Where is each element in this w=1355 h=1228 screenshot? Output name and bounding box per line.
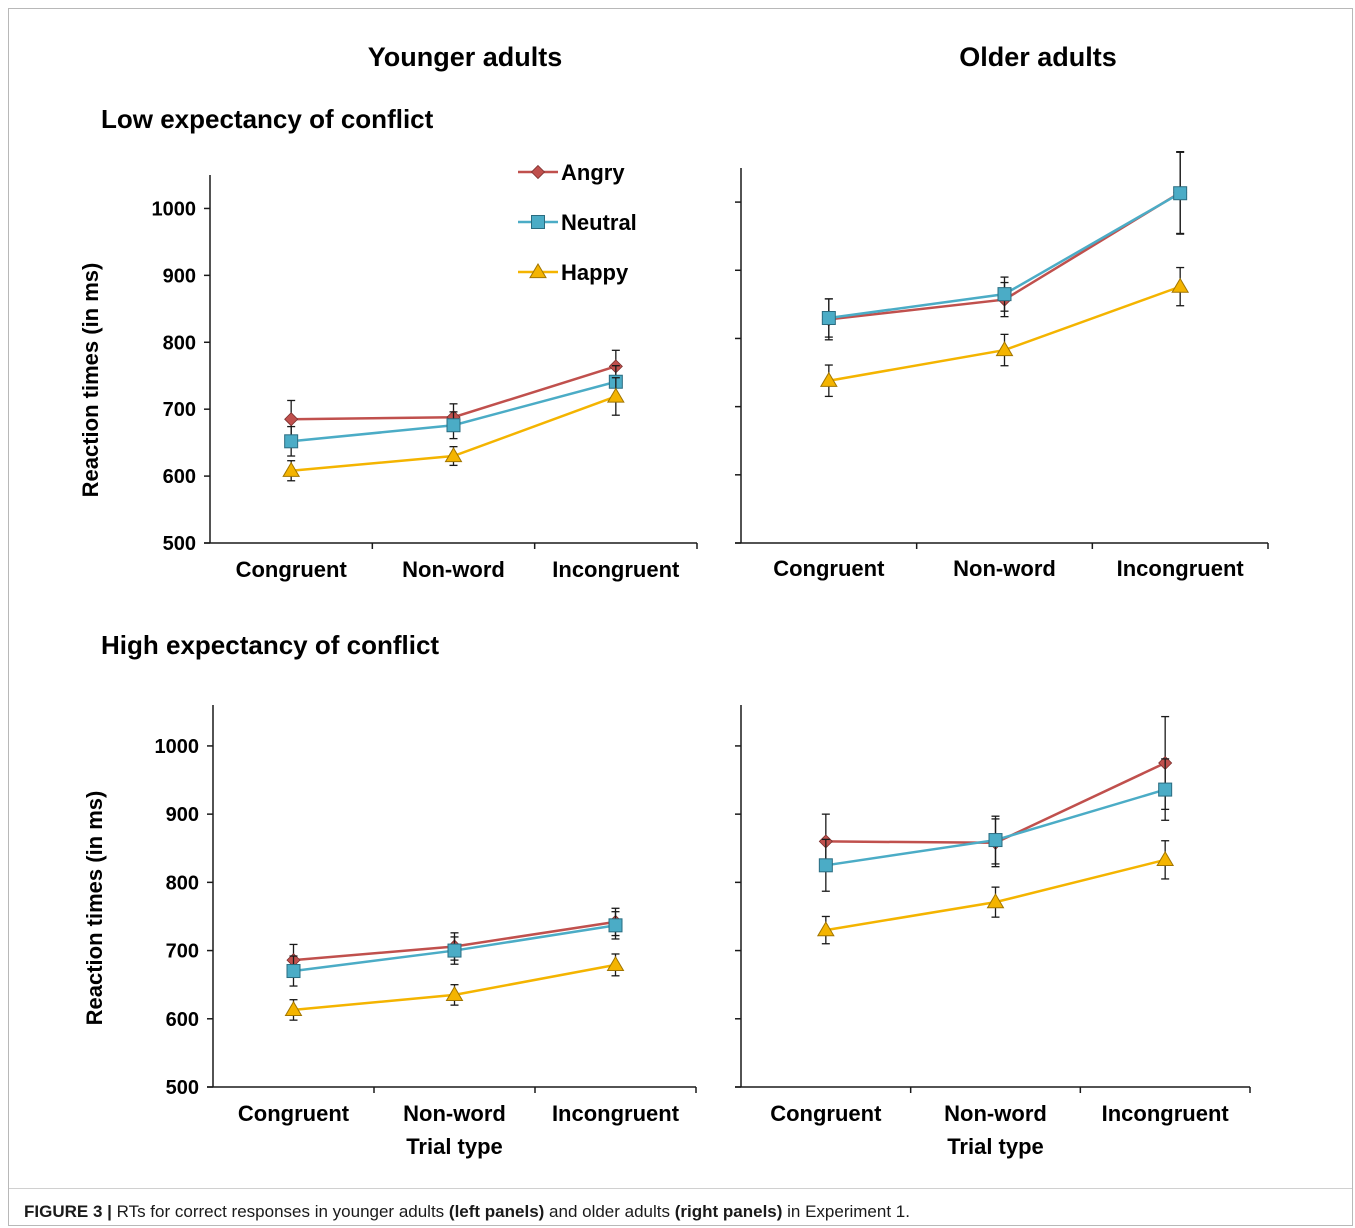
data-point-neutral (608, 918, 623, 933)
series-neutral (818, 758, 1173, 892)
data-point-happy (819, 371, 838, 387)
y-tick-label: 1000 (155, 736, 200, 758)
x-category-label: Congruent (773, 556, 885, 581)
series-happy (816, 840, 1175, 945)
x-category-label: Non-word (953, 556, 1056, 581)
series-happy (819, 266, 1190, 398)
legend-entry-happy: Happy (518, 260, 629, 285)
data-point-happy (284, 1000, 303, 1017)
legend-label: Angry (561, 160, 625, 185)
y-axis-label: Reaction times (in ms) (78, 263, 103, 498)
y-tick-label: 800 (163, 332, 196, 354)
panel-high-younger: 500 600 700 800 900 1000 Congruent Non-word Inco… (82, 705, 697, 1159)
series-happy (284, 953, 625, 1021)
series-happy (282, 377, 625, 482)
data-point-happy (986, 893, 1005, 909)
x-axis-label: Trial type (947, 1134, 1044, 1159)
column-title-younger: Younger adults (368, 42, 563, 72)
x-category-label: Congruent (770, 1101, 882, 1126)
data-point-neutral (1158, 782, 1173, 797)
data-point-happy (606, 387, 625, 403)
caption-part: in Experiment 1. (782, 1202, 910, 1221)
legend: Angry Neutral Happy (518, 160, 637, 285)
figure-caption: FIGURE 3 | RTs for correct responses in … (24, 1202, 910, 1222)
y-tick-label: 500 (166, 1077, 199, 1099)
panel-low-younger: 500 600 700 800 900 1000 Congruent Non-word Inco… (78, 175, 698, 582)
data-point-happy (1156, 850, 1175, 866)
x-category-label: Congruent (238, 1101, 350, 1126)
y-tick-label: 700 (166, 941, 199, 963)
caption-part: RTs for correct responses in younger adu… (111, 1202, 449, 1221)
y-tick-label: 500 (163, 533, 196, 555)
y-tick-label: 600 (166, 1009, 199, 1031)
legend-marker (531, 215, 545, 229)
data-point-happy (282, 461, 301, 477)
series-neutral (286, 911, 623, 987)
y-tick-label: 900 (166, 804, 199, 826)
data-point-happy (606, 955, 625, 971)
x-category-label: Incongruent (552, 557, 680, 582)
x-category-label: Non-word (402, 557, 505, 582)
data-point-neutral (446, 418, 461, 433)
series-neutral (821, 151, 1188, 338)
x-category-label: Congruent (236, 557, 348, 582)
data-point-neutral (997, 287, 1012, 302)
data-point-neutral (284, 434, 299, 449)
data-point-neutral (286, 964, 301, 979)
legend-entry-neutral: Neutral (518, 210, 637, 235)
legend-marker (530, 164, 546, 180)
data-point-happy (816, 921, 835, 937)
y-tick-label: 1000 (152, 198, 197, 220)
data-point-neutral (1173, 186, 1188, 201)
y-tick-label: 600 (163, 466, 196, 488)
caption-part: and older adults (544, 1202, 675, 1221)
column-title-older: Older adults (959, 42, 1117, 72)
legend-entry-angry: Angry (518, 160, 625, 185)
data-point-happy (444, 447, 463, 463)
row-title-low: Low expectancy of conflict (101, 104, 434, 134)
x-category-label: Non-word (403, 1101, 506, 1126)
x-axis-label: Trial type (406, 1134, 503, 1159)
data-point-neutral (988, 833, 1003, 848)
data-point-happy (445, 985, 464, 1002)
legend-label: Neutral (561, 210, 637, 235)
y-tick-label: 900 (163, 265, 196, 287)
row-title-high: High expectancy of conflict (101, 630, 439, 660)
data-point-angry (284, 412, 299, 427)
y-tick-label: 800 (166, 872, 199, 894)
y-tick-label: 700 (163, 399, 196, 421)
data-point-neutral (821, 311, 836, 325)
legend-marker (529, 263, 547, 279)
caption-divider (9, 1188, 1352, 1189)
data-point-neutral (447, 943, 462, 958)
legend-label: Happy (561, 260, 629, 285)
data-point-happy (995, 341, 1014, 357)
x-category-label: Incongruent (1102, 1101, 1230, 1126)
panel-low-older: Congruent Non-word Incongruent (735, 150, 1269, 581)
caption-part: (right panels) (674, 1202, 783, 1221)
caption-label: FIGURE 3 | (24, 1202, 112, 1221)
y-axis-label: Reaction times (in ms) (82, 791, 107, 1026)
data-point-neutral (818, 858, 833, 873)
figure-frame (8, 8, 1353, 1226)
caption-text: RTs for correct responses in younger adu… (112, 1202, 910, 1221)
chart-panels: 500 600 700 800 900 1000 Congruent Non-word Inco… (78, 150, 1269, 1159)
x-category-label: Incongruent (552, 1101, 680, 1126)
data-point-happy (1171, 277, 1190, 293)
x-category-label: Non-word (944, 1101, 1047, 1126)
caption-part: (left panels) (448, 1202, 545, 1221)
x-category-label: Incongruent (1117, 556, 1245, 581)
panel-high-older: Congruent Non-word Incongruent Trial type (735, 705, 1251, 1159)
